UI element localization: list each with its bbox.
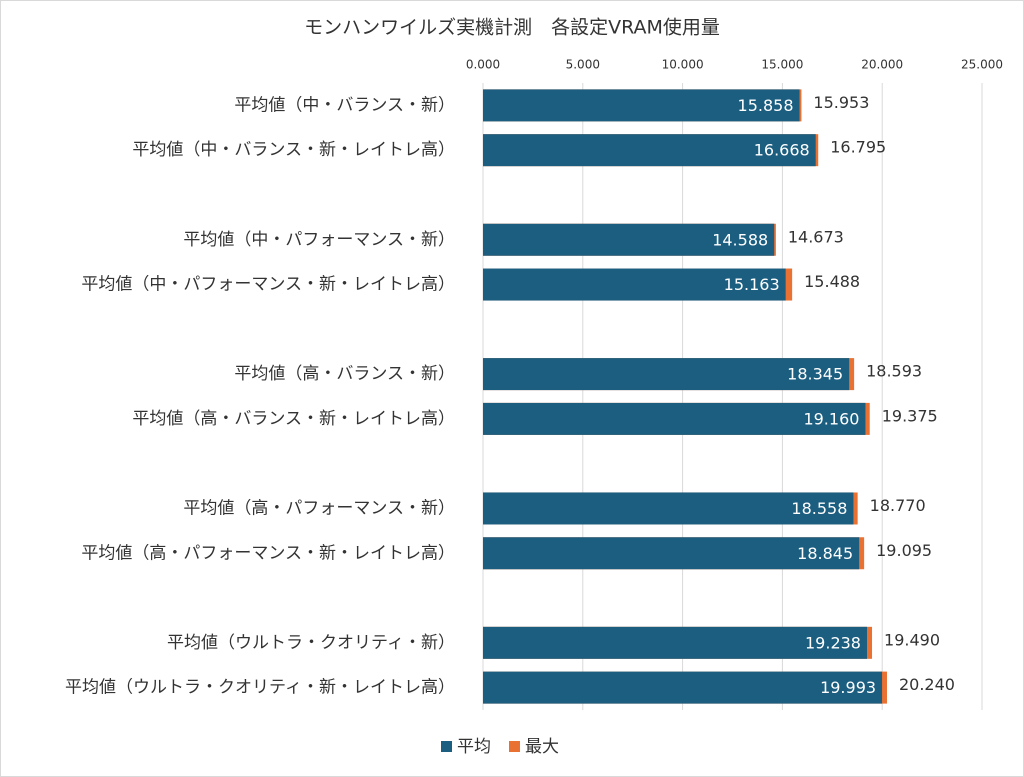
data-label: 18.558 [791, 499, 847, 518]
legend-swatch [441, 741, 452, 752]
bar [483, 671, 883, 704]
y-tick-label: 平均値（中・パフォーマンス・新） [183, 230, 455, 250]
data-label: 16.795 [830, 138, 886, 157]
bar [483, 134, 816, 167]
data-label: 20.240 [899, 675, 955, 694]
data-label: 15.163 [724, 275, 780, 294]
data-label: 15.488 [804, 272, 860, 291]
bar [483, 402, 866, 435]
legend-label: 最大 [525, 737, 559, 757]
y-tick-label: 平均値（中・パフォーマンス・新・レイトレ高） [81, 275, 455, 295]
bar [483, 626, 867, 659]
data-label: 19.993 [820, 678, 876, 697]
y-tick-label: 平均値（高・バランス・新） [234, 364, 455, 384]
x-tick-label: 0.000 [466, 58, 500, 72]
data-label: 14.673 [788, 227, 844, 246]
data-label: 18.345 [787, 365, 843, 384]
data-label: 19.375 [882, 406, 938, 425]
bar [483, 492, 854, 525]
bar [483, 223, 775, 256]
x-tick-label: 20.000 [861, 58, 903, 72]
bar [483, 358, 850, 391]
y-tick-label: 平均値（高・パフォーマンス・新） [183, 498, 455, 518]
data-label: 15.953 [813, 93, 869, 112]
bar [483, 537, 860, 570]
bar [483, 89, 800, 122]
data-label: 19.160 [803, 409, 859, 428]
legend-label: 平均 [457, 737, 491, 757]
data-label: 19.238 [805, 633, 861, 652]
x-tick-label: 25.000 [961, 58, 1003, 72]
bar [483, 268, 786, 301]
y-tick-label: 平均値（ウルトラ・クオリティ・新） [167, 633, 455, 653]
y-tick-label: 平均値（中・バランス・新） [234, 95, 455, 115]
x-tick-label: 15.000 [761, 58, 803, 72]
data-label: 18.845 [797, 544, 853, 563]
data-label: 18.770 [870, 496, 926, 515]
y-tick-label: 平均値（中・バランス・新・レイトレ高） [132, 140, 455, 160]
x-tick-label: 5.000 [566, 58, 600, 72]
chart-title: モンハンワイルズ実機計測 各設定VRAM使用量 [304, 17, 720, 39]
data-label: 18.593 [866, 362, 922, 381]
data-label: 19.095 [876, 541, 932, 560]
data-label: 16.668 [754, 141, 810, 160]
data-label: 15.858 [738, 96, 794, 115]
legend-swatch [509, 741, 520, 752]
y-tick-label: 平均値（ウルトラ・クオリティ・新・レイトレ高） [65, 678, 455, 698]
y-tick-label: 平均値（高・バランス・新・レイトレ高） [132, 409, 455, 429]
data-label: 19.490 [884, 630, 940, 649]
y-tick-label: 平均値（高・パフォーマンス・新・レイトレ高） [81, 543, 455, 563]
data-label: 14.588 [712, 230, 768, 249]
x-tick-label: 10.000 [662, 58, 704, 72]
